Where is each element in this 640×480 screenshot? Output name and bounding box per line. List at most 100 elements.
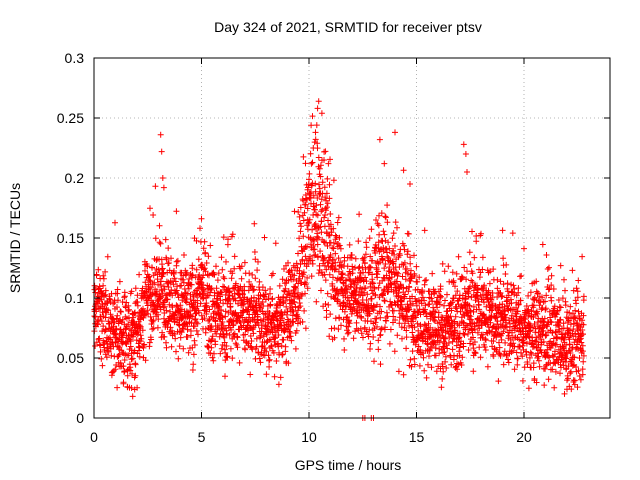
data-point <box>450 277 457 284</box>
data-point <box>309 159 316 166</box>
data-point <box>403 327 410 334</box>
data-point <box>177 334 184 341</box>
data-point <box>355 299 362 306</box>
data-point <box>116 278 123 285</box>
data-point <box>120 330 127 337</box>
data-point <box>517 297 524 304</box>
data-point <box>375 337 382 344</box>
data-point <box>253 343 260 350</box>
data-point <box>545 376 552 383</box>
data-point <box>255 258 261 265</box>
data-point <box>533 278 540 285</box>
data-point <box>180 345 187 352</box>
data-point <box>213 285 220 292</box>
data-point <box>254 316 261 323</box>
data-point <box>292 285 299 292</box>
data-point <box>363 297 370 303</box>
data-point <box>412 314 419 321</box>
data-point <box>378 308 385 315</box>
data-point <box>408 363 415 370</box>
data-point <box>525 385 532 392</box>
data-point <box>458 362 465 368</box>
data-point <box>406 284 413 291</box>
data-point <box>120 379 127 386</box>
data-point <box>178 282 185 289</box>
data-point <box>302 325 309 332</box>
data-point <box>560 344 567 351</box>
data-point <box>221 275 228 282</box>
data-point <box>346 320 353 327</box>
data-point <box>546 264 552 271</box>
data-point <box>499 227 506 234</box>
data-point <box>474 293 481 300</box>
data-point <box>392 129 398 136</box>
data-point <box>336 315 343 322</box>
data-point <box>463 276 470 283</box>
data-point <box>319 179 326 186</box>
data-point <box>317 173 324 180</box>
data-point <box>405 230 412 237</box>
data-point <box>217 350 224 357</box>
data-point <box>567 350 574 356</box>
data-point <box>402 276 409 283</box>
data-point <box>202 249 209 256</box>
data-point <box>484 295 491 302</box>
data-point <box>102 326 109 333</box>
data-point <box>277 374 284 381</box>
data-point <box>478 230 484 237</box>
data-point <box>470 334 476 341</box>
data-point <box>363 278 370 285</box>
data-point <box>132 372 139 379</box>
data-point <box>385 239 392 246</box>
data-point <box>189 265 196 272</box>
data-point <box>551 303 558 310</box>
data-point <box>367 264 374 271</box>
plot-frame <box>93 57 611 419</box>
data-point <box>197 225 203 232</box>
data-point <box>497 352 504 359</box>
data-point <box>268 343 275 350</box>
data-point <box>441 349 448 355</box>
data-point <box>428 364 435 371</box>
data-point <box>144 263 151 269</box>
data-point <box>111 299 118 306</box>
data-point <box>445 263 452 270</box>
x-tick-label: 10 <box>301 429 317 445</box>
data-point <box>391 251 398 258</box>
data-point <box>216 303 223 310</box>
data-point <box>321 255 328 262</box>
data-point <box>527 289 534 296</box>
data-point <box>197 300 204 307</box>
data-point <box>484 363 491 370</box>
data-point <box>554 307 561 314</box>
grid-layer <box>94 58 610 418</box>
data-point <box>247 371 254 378</box>
data-point <box>301 307 308 314</box>
data-point <box>275 381 282 388</box>
data-point <box>396 252 403 259</box>
data-point <box>406 306 413 313</box>
data-point <box>394 224 400 231</box>
data-point <box>318 196 325 203</box>
data-point <box>343 303 350 310</box>
data-point <box>400 371 407 378</box>
data-point <box>322 148 329 155</box>
data-point <box>522 316 529 323</box>
data-point <box>562 287 568 294</box>
data-point <box>194 303 201 310</box>
data-point <box>359 264 366 271</box>
data-point <box>437 293 444 300</box>
x-axis-label: GPS time / hours <box>295 457 402 473</box>
data-point <box>439 361 446 367</box>
data-point <box>222 373 228 380</box>
data-point <box>363 244 370 251</box>
data-point <box>336 242 343 249</box>
data-point <box>448 361 455 368</box>
data-point <box>205 292 212 299</box>
data-point <box>150 317 157 324</box>
data-point <box>400 167 407 174</box>
data-point <box>306 176 312 183</box>
data-point <box>165 260 172 266</box>
data-point <box>454 288 461 295</box>
data-point <box>498 293 505 300</box>
